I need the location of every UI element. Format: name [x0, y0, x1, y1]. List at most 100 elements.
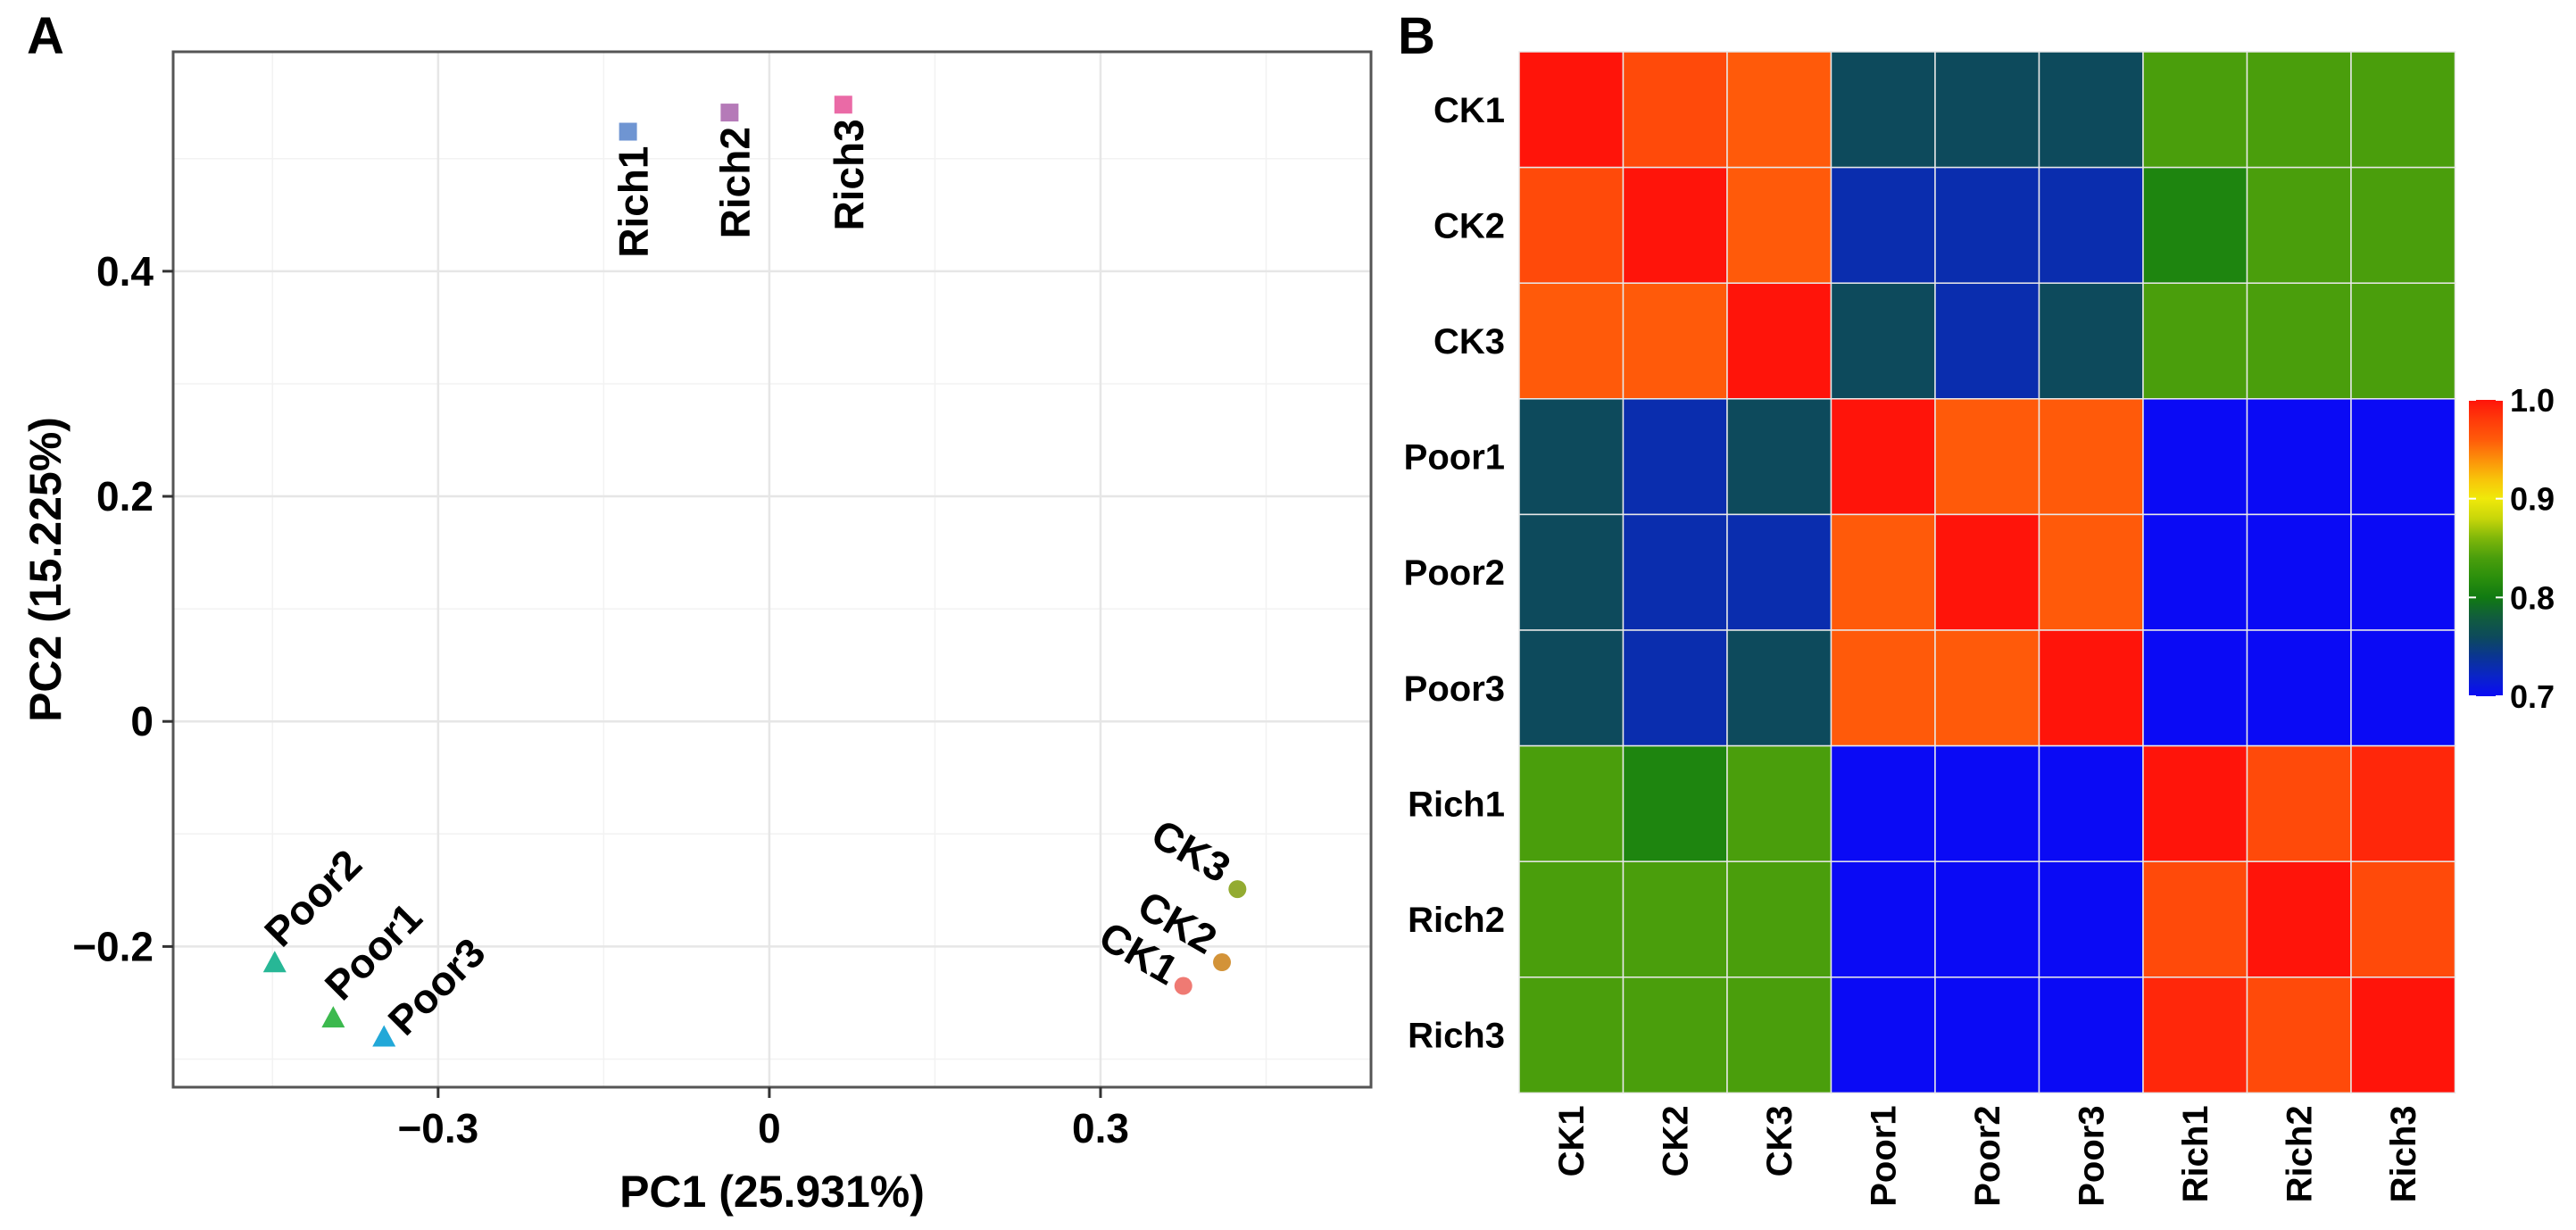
heatmap-cell-rich3-poor1 — [1830, 977, 1936, 1094]
heatmap-cell-ck1-poor3 — [2038, 51, 2144, 169]
heatmap-row-label: CK2 — [1433, 206, 1505, 245]
heatmap-cell-ck1-ck2 — [1622, 51, 1728, 169]
pca-point-ck3 — [1228, 880, 1247, 899]
heatmap-cell-ck3-poor3 — [2038, 282, 2144, 400]
heatmap-row-label: Poor1 — [1404, 438, 1505, 478]
heatmap-cell-poor2-ck1 — [1518, 513, 1625, 631]
heatmap-cell-ck2-rich1 — [2142, 166, 2248, 284]
heatmap-cell-rich1-rich1 — [2142, 744, 2248, 862]
heatmap-cell-rich1-rich2 — [2246, 744, 2352, 862]
heatmap-cell-rich1-ck2 — [1622, 744, 1728, 862]
heatmap-cell-poor2-rich1 — [2142, 513, 2248, 631]
colorbar-gradient — [2469, 400, 2503, 696]
heatmap-row-label: Poor2 — [1404, 553, 1505, 593]
heatmap-cell-poor3-poor3 — [2038, 629, 2144, 747]
pca-point-label-ck3: CK3 — [1144, 810, 1239, 892]
heatmap-column-label: Poor1 — [1865, 1105, 1904, 1206]
heatmap-cell-ck3-poor1 — [1830, 282, 1936, 400]
heatmap-cell-rich3-ck1 — [1518, 977, 1625, 1094]
heatmap-cell-poor2-poor1 — [1830, 513, 1936, 631]
heatmap-cell-rich1-poor2 — [1934, 744, 2040, 862]
heatmap-cell-poor1-rich2 — [2246, 398, 2352, 516]
pca-grid — [173, 52, 1371, 1087]
heatmap-labels: CK1 CK2 CK3 Poor1 Poor2 Poor3 Rich1 Rich2 Rich3 C… — [1404, 91, 2424, 1207]
heatmap-cell-rich3-ck3 — [1726, 977, 1832, 1094]
pca-x-axis-title: PC1 (25.931%) — [619, 1167, 925, 1217]
heatmap-cell-ck1-rich3 — [2350, 51, 2456, 169]
heatmap-cell-poor1-rich3 — [2350, 398, 2456, 516]
heatmap-cell-ck2-poor2 — [1934, 166, 2040, 284]
heatmap-cell-poor3-poor2 — [1934, 629, 2040, 747]
heatmap-cell-rich3-rich1 — [2142, 977, 2248, 1094]
heatmap-cell-poor1-poor1 — [1830, 398, 1936, 516]
heatmap-cell-poor3-ck2 — [1622, 629, 1728, 747]
heatmap-row-label: CK3 — [1433, 322, 1505, 362]
pca-x-tick-label: −0.3 — [397, 1105, 478, 1151]
pca-x-tick-label: 0.3 — [1072, 1105, 1129, 1151]
heatmap-cell-ck1-rich2 — [2246, 51, 2352, 169]
heatmap-cell-ck2-ck1 — [1518, 166, 1625, 284]
panel-b-letter: B — [1398, 7, 1435, 65]
heatmap-cell-poor1-ck3 — [1726, 398, 1832, 516]
heatmap-cell-poor3-rich3 — [2350, 629, 2456, 747]
pca-point-label-rich3: Rich3 — [826, 119, 872, 230]
pca-point-label-rich1: Rich1 — [611, 146, 657, 258]
heatmap-row-label: Rich2 — [1408, 901, 1505, 940]
heatmap-column-label: Rich1 — [2176, 1105, 2215, 1202]
heatmap-cell-rich3-rich3 — [2350, 977, 2456, 1094]
heatmap-row-label: Poor3 — [1404, 669, 1505, 709]
heatmap-cell-ck2-ck2 — [1622, 166, 1728, 284]
heatmap-cell-ck3-ck1 — [1518, 282, 1625, 400]
pca-y-tick-label: −0.2 — [72, 923, 154, 969]
heatmap-column-label: Poor3 — [2073, 1105, 2112, 1206]
heatmap-cell-rich1-ck1 — [1518, 744, 1625, 862]
heatmap-cell-poor3-ck1 — [1518, 629, 1625, 747]
heatmap-cell-poor3-ck3 — [1726, 629, 1832, 747]
heatmap-cell-rich2-ck2 — [1622, 860, 1728, 978]
colorbar-tick-label: 0.9 — [2510, 481, 2555, 518]
pca-point-label-rich2: Rich2 — [711, 127, 758, 238]
heatmap-cell-ck1-poor2 — [1934, 51, 2040, 169]
heatmap-cell-ck1-rich1 — [2142, 51, 2248, 169]
heatmap-cell-poor2-poor2 — [1934, 513, 2040, 631]
heatmap-panel: B CK1 CK2 CK3 Poor1 Poor2 Poor3 Rich1 Rich2 Rich… — [1398, 7, 2555, 1207]
heatmap-cell-rich2-rich3 — [2350, 860, 2456, 978]
pca-point-rich2 — [720, 104, 739, 122]
heatmap-cell-rich3-rich2 — [2246, 977, 2352, 1094]
heatmap-cell-rich1-poor1 — [1830, 744, 1936, 862]
heatmap-cell-ck3-ck2 — [1622, 282, 1728, 400]
heatmap-cell-poor1-ck2 — [1622, 398, 1728, 516]
pca-y-tick-label: 0.4 — [96, 248, 154, 295]
heatmap-cell-ck2-rich2 — [2246, 166, 2352, 284]
colorbar-tick-label: 0.8 — [2510, 579, 2555, 616]
heatmap-cell-rich2-rich1 — [2142, 860, 2248, 978]
heatmap-cell-rich1-rich3 — [2350, 744, 2456, 862]
pca-x-tick-label: 0 — [758, 1105, 781, 1151]
heatmap-column-label: CK3 — [1760, 1105, 1799, 1176]
heatmap-cell-rich3-ck2 — [1622, 977, 1728, 1094]
heatmap-column-label: Poor2 — [1968, 1105, 2007, 1206]
heatmap-cell-rich3-poor2 — [1934, 977, 2040, 1094]
heatmap-column-label: Rich3 — [2384, 1105, 2423, 1202]
heatmap-cell-rich2-ck1 — [1518, 860, 1625, 978]
heatmap-row-label: Rich3 — [1408, 1017, 1505, 1056]
colorbar-tick-label: 1.0 — [2510, 382, 2555, 419]
heatmap-cell-ck3-rich1 — [2142, 282, 2248, 400]
heatmap-cell-ck1-ck3 — [1726, 51, 1832, 169]
heatmap-cell-ck2-ck3 — [1726, 166, 1832, 284]
heatmap-row-label: CK1 — [1433, 91, 1505, 130]
heatmap-cell-rich2-poor3 — [2038, 860, 2144, 978]
heatmap-cell-rich2-rich2 — [2246, 860, 2352, 978]
heatmap-cell-ck3-rich3 — [2350, 282, 2456, 400]
heatmap-cell-ck3-ck3 — [1726, 282, 1832, 400]
pca-point-rich3 — [834, 96, 852, 114]
heatmap-cell-poor2-poor3 — [2038, 513, 2144, 631]
heatmap-cell-poor1-poor3 — [2038, 398, 2144, 516]
heatmap-cell-ck2-poor1 — [1830, 166, 1936, 284]
panel-a-letter: A — [27, 7, 64, 65]
pca-point-poor3 — [372, 1025, 396, 1047]
pca-ticks: −0.3 0 0.3 −0.2 0 0.2 0.4 — [72, 248, 1129, 1151]
heatmap-cell-poor3-rich2 — [2246, 629, 2352, 747]
heatmap-cell-poor1-ck1 — [1518, 398, 1625, 516]
